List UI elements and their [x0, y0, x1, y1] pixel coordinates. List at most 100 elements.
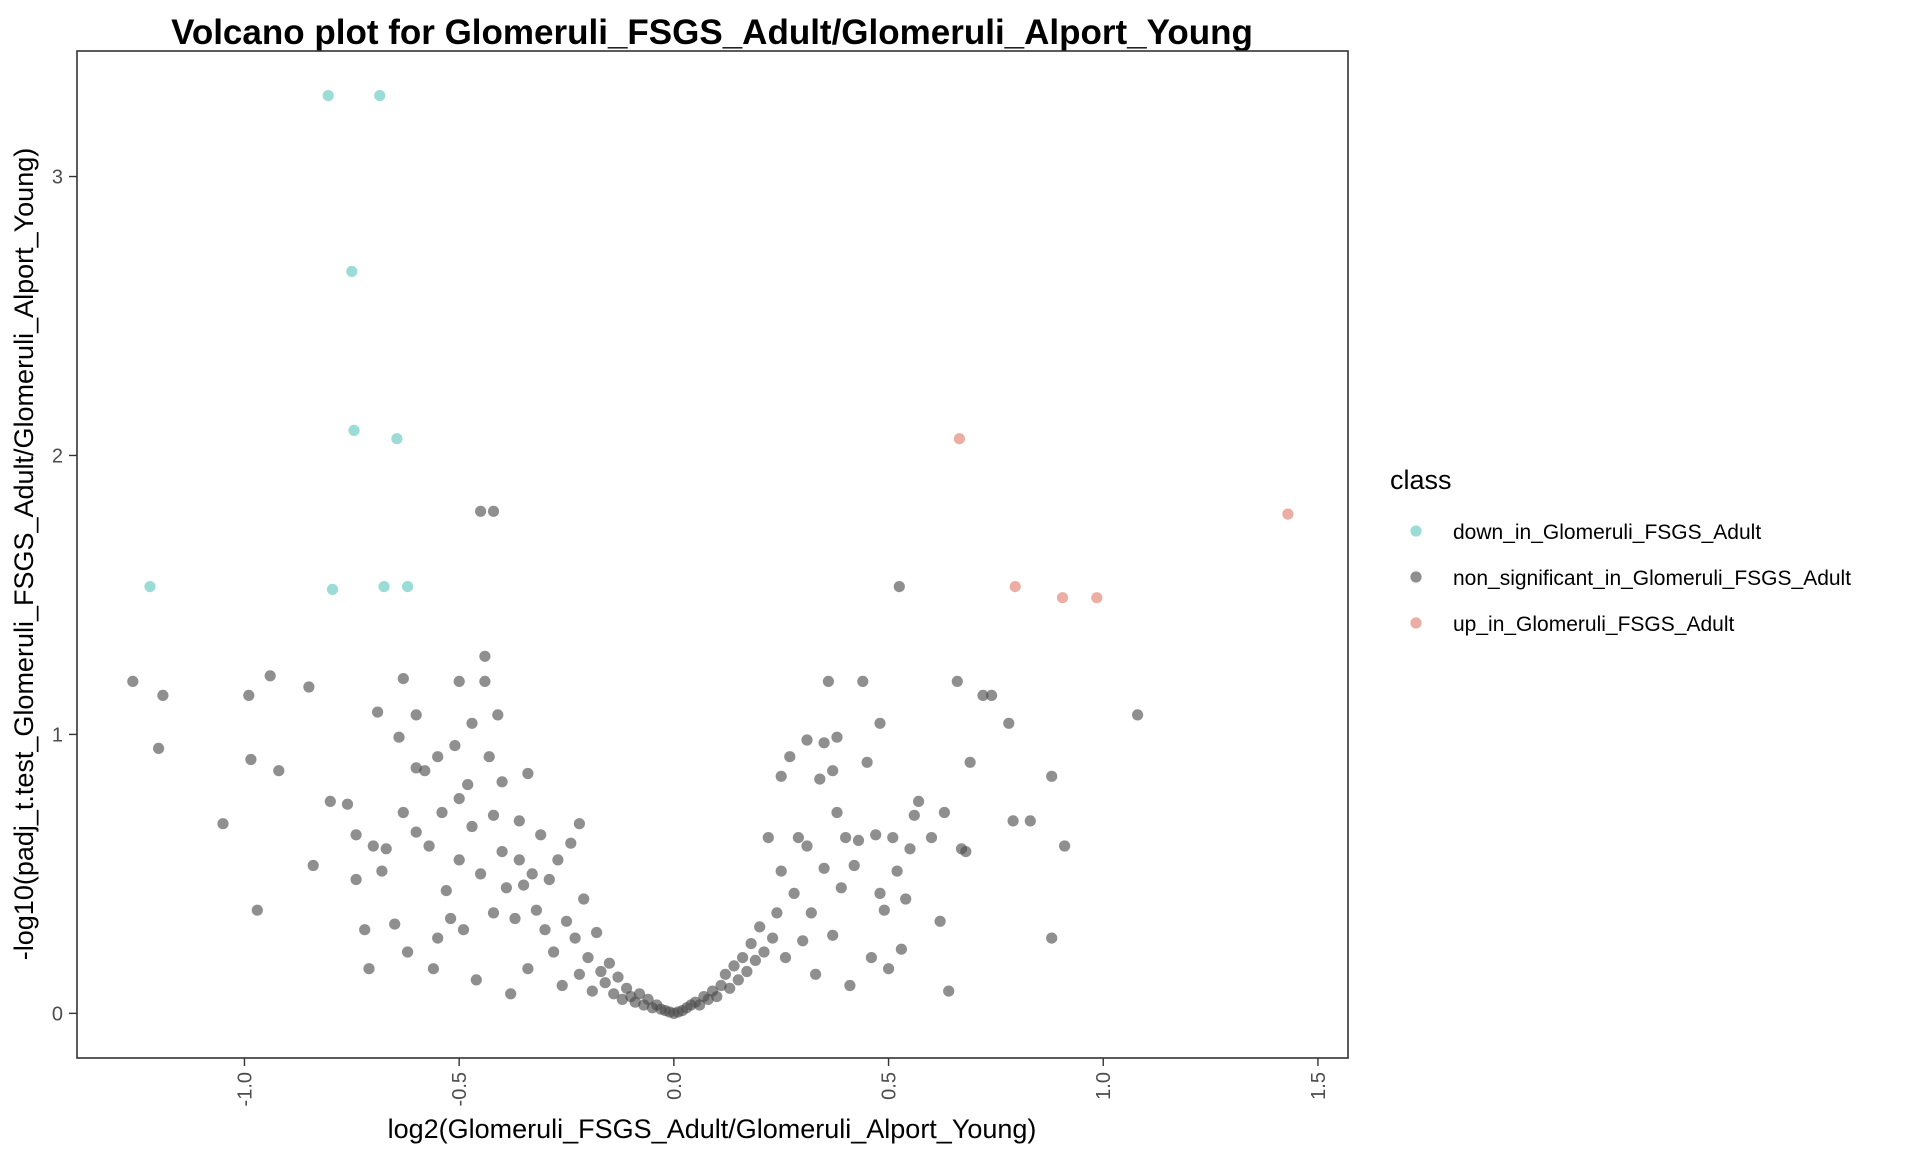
data-point-1-38: [453, 793, 465, 805]
data-point-1-143: [835, 882, 847, 894]
data-point-1-44: [466, 820, 478, 833]
data-point-0-3: [348, 424, 360, 436]
data-point-1-159: [895, 943, 908, 955]
data-point-1-41: [457, 924, 470, 936]
data-point-1-139: [827, 765, 839, 777]
data-point-1-35: [440, 885, 452, 897]
data-point-1-21: [389, 918, 401, 930]
legend-label: up_in_Glomeruli_FSGS_Adult: [1453, 613, 1734, 636]
data-point-1-15: [359, 924, 371, 936]
data-point-1-171: [964, 756, 976, 768]
data-point-2-3: [1091, 592, 1103, 604]
data-point-1-78: [578, 893, 590, 905]
data-point-1-25: [402, 946, 414, 958]
data-point-1-6: [251, 904, 263, 916]
data-point-1-164: [925, 832, 938, 844]
data-point-1-59: [509, 912, 521, 925]
data-point-1-128: [788, 887, 800, 900]
data-point-1-70: [548, 946, 560, 958]
data-point-1-109: [711, 991, 723, 1003]
data-point-1-87: [616, 993, 628, 1006]
data-point-0-2: [346, 265, 358, 277]
data-point-1-127: [784, 751, 796, 763]
data-point-2-4: [1282, 508, 1294, 520]
data-point-1-116: [741, 965, 753, 978]
data-point-1-9: [303, 681, 315, 693]
data-point-1-14: [350, 873, 362, 886]
data-point-1-67: [535, 829, 547, 841]
x-tick-label: 1.5: [1308, 1072, 1330, 1100]
data-point-1-75: [569, 932, 581, 944]
data-point-2-1: [1009, 581, 1021, 593]
data-point-1-105: [694, 999, 706, 1011]
data-point-1-130: [797, 935, 809, 947]
data-point-1-57: [500, 882, 512, 894]
data-point-1-48: [479, 650, 491, 662]
data-point-1-4: [243, 689, 255, 702]
data-point-1-154: [878, 904, 890, 916]
data-point-1-163: [913, 795, 925, 808]
data-point-1-157: [891, 865, 903, 877]
y-axis: 0 1 2 3: [52, 167, 77, 1025]
legend-key: [1410, 525, 1422, 537]
data-point-1-82: [595, 965, 607, 978]
data-point-1-166: [938, 806, 951, 819]
data-point-1-91: [633, 988, 646, 1000]
data-point-1-34: [436, 806, 448, 819]
data-point-1-2: [153, 742, 165, 755]
data-point-1-42: [462, 779, 474, 791]
data-point-1-74: [565, 837, 577, 849]
data-point-1-71: [552, 854, 564, 866]
y-axis-label: -log10(padj_t.test_Glomeruli_FSGS_Adult/…: [9, 148, 39, 960]
data-point-1-56: [496, 846, 508, 858]
data-point-1-72: [556, 979, 568, 992]
data-point-1-64: [522, 963, 534, 975]
legend-key: [1410, 617, 1422, 629]
data-point-1-19: [376, 865, 388, 877]
data-point-1-36: [445, 912, 457, 925]
data-point-1-111: [719, 968, 732, 980]
data-point-1-165: [934, 915, 946, 927]
data-point-1-26: [410, 709, 422, 721]
data-point-1-8: [273, 765, 285, 777]
data-point-1-131: [801, 734, 813, 746]
data-point-1-13: [350, 829, 362, 841]
data-point-1-158: [893, 581, 905, 593]
data-point-1-58: [505, 988, 517, 1000]
x-tick-label: 0.0: [664, 1072, 686, 1100]
data-point-1-146: [848, 859, 860, 872]
data-point-1-7: [264, 670, 276, 682]
data-point-0-7: [378, 581, 390, 593]
data-point-1-152: [874, 717, 886, 729]
data-point-1-23: [397, 673, 409, 685]
data-point-1-137: [818, 862, 830, 874]
data-point-1-66: [530, 904, 543, 916]
data-point-1-151: [870, 829, 882, 841]
data-point-1-150: [865, 952, 878, 964]
x-axis: -1.0 -0.5 0.0 0.5 1.0 1.5: [234, 1058, 1330, 1106]
data-point-1-153: [874, 887, 886, 900]
data-point-1-84: [603, 957, 616, 969]
chart-title: Volcano plot for Glomeruli_FSGS_Adult/Gl…: [171, 13, 1253, 52]
data-point-1-11: [324, 795, 336, 808]
data-point-1-173: [986, 689, 998, 702]
legend-label: down_in_Glomeruli_FSGS_Adult: [1453, 521, 1761, 544]
data-point-1-107: [702, 993, 714, 1006]
data-point-1-117: [745, 938, 757, 950]
data-point-1-145: [844, 979, 856, 992]
data-point-1-55: [496, 776, 508, 788]
data-point-1-86: [612, 971, 624, 983]
data-point-1-110: [715, 979, 727, 992]
data-point-1-28: [410, 826, 422, 838]
data-point-1-125: [775, 865, 787, 877]
data-point-1-1: [157, 689, 169, 702]
data-point-1-134: [810, 968, 822, 980]
data-point-1-112: [724, 982, 736, 994]
data-point-1-148: [857, 675, 869, 688]
data-point-1-65: [526, 868, 538, 880]
data-point-0-6: [326, 583, 339, 596]
x-tick-label: -0.5: [449, 1072, 471, 1106]
data-point-1-88: [621, 982, 633, 994]
data-point-1-170: [960, 846, 972, 858]
